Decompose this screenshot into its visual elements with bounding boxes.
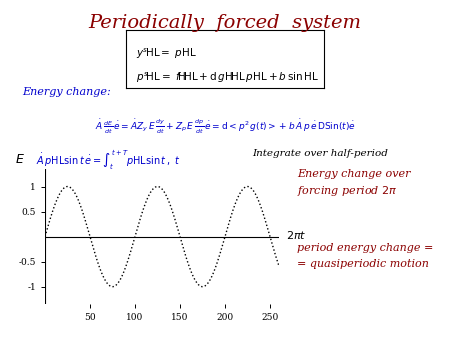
Text: $\dot{A}\,p\mathrm{HL}\sin t\,\dot{e} = \int_t^{t+T} p\mathrm{HL}\sin t\,,\ t$: $\dot{A}\,p\mathrm{HL}\sin t\,\dot{e} = … xyxy=(36,149,180,172)
Text: Integrate over half-period: Integrate over half-period xyxy=(252,149,388,158)
Text: period energy change =: period energy change = xyxy=(297,243,433,254)
Text: Energy change:: Energy change: xyxy=(22,87,111,97)
Text: forcing period $2\pi$: forcing period $2\pi$ xyxy=(297,184,397,198)
Text: Periodically  forced  system: Periodically forced system xyxy=(89,14,361,31)
Text: $p^s\!\mathrm{HL}=\ f\!\mathrm{H}\!\mathrm{HL}+ \mathrm{d}\,g\mathrm{H}\!\mathrm: $p^s\!\mathrm{HL}=\ f\!\mathrm{H}\!\math… xyxy=(136,71,319,85)
Text: $\dot{A}\,\frac{dE}{dt}\,\dot{e} = \dot{A}Z_y\,E\,\frac{dy}{dt} + Z_p\,E\,\frac{: $\dot{A}\,\frac{dE}{dt}\,\dot{e} = \dot{… xyxy=(94,118,356,137)
Text: Energy change over: Energy change over xyxy=(297,169,410,179)
Text: = quasiperiodic motion: = quasiperiodic motion xyxy=(297,259,429,269)
Text: $E$: $E$ xyxy=(14,153,24,166)
Text: $y^s\!\mathrm{HL}=\ p\mathrm{HL}$: $y^s\!\mathrm{HL}=\ p\mathrm{HL}$ xyxy=(136,47,197,61)
Text: $2\pi t$: $2\pi t$ xyxy=(286,229,306,241)
